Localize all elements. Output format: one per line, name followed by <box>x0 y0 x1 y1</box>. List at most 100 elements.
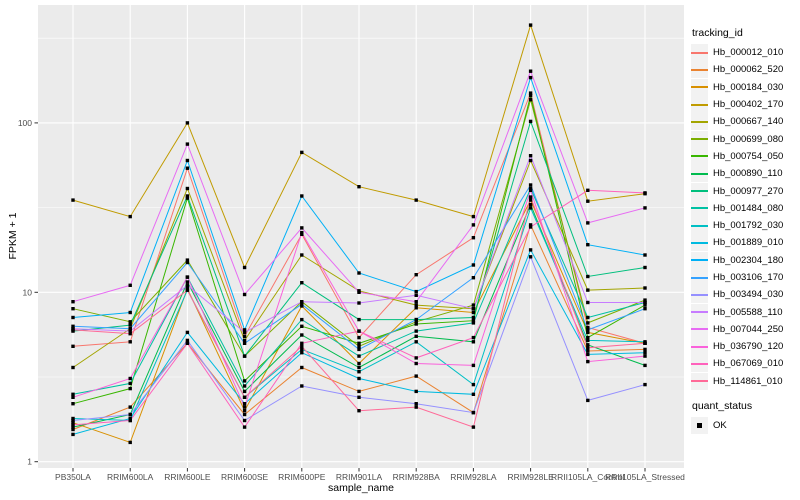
data-point <box>357 361 361 366</box>
legend-key <box>691 234 708 252</box>
data-point <box>357 389 361 394</box>
legend-item-label: Hb_000012_010 <box>713 47 784 59</box>
legend-key-line-icon <box>691 172 708 175</box>
data-point <box>471 410 476 415</box>
data-point <box>471 319 476 323</box>
data-point <box>586 315 590 320</box>
data-point <box>528 225 533 229</box>
data-point <box>414 300 418 304</box>
data-point <box>414 389 418 394</box>
legend-item: Hb_001792_030 <box>691 217 799 235</box>
legend-item: Hb_000062_520 <box>691 61 799 79</box>
y-tick-label: 10 <box>23 287 33 297</box>
data-point <box>300 150 304 155</box>
data-point <box>471 335 476 340</box>
data-point <box>471 392 476 396</box>
data-point <box>242 409 247 413</box>
data-point <box>185 341 190 345</box>
data-point <box>300 365 304 370</box>
data-point <box>357 365 361 370</box>
data-point <box>71 328 75 332</box>
x-axis-title: sample_name <box>328 482 394 494</box>
legend-key <box>691 130 708 148</box>
data-point <box>357 344 361 348</box>
data-point <box>300 317 304 322</box>
data-point <box>414 356 418 360</box>
legend-item: Hb_000754_050 <box>691 147 799 165</box>
legend-key-line-icon <box>691 345 708 348</box>
data-point <box>300 253 304 257</box>
legend-key <box>691 165 708 183</box>
data-point <box>242 338 247 343</box>
data-point <box>357 354 361 358</box>
legend-key-line-icon <box>691 120 708 123</box>
data-point <box>357 329 361 333</box>
data-point <box>643 265 647 270</box>
legend-item-label: Hb_003106_170 <box>713 272 784 283</box>
data-point <box>471 276 476 280</box>
legend-key <box>691 217 708 235</box>
data-point <box>300 226 304 230</box>
legend-key-line-icon <box>691 207 708 210</box>
data-point <box>586 398 590 403</box>
x-tick-label: RRIM928LE <box>507 472 554 482</box>
y-tick-label: 100 <box>18 118 32 128</box>
data-point <box>643 286 647 290</box>
data-point <box>300 347 304 352</box>
data-point <box>185 280 190 284</box>
legend-item: Hb_007044_250 <box>691 320 799 338</box>
data-point <box>357 185 361 189</box>
legend-key-line-icon <box>691 293 708 296</box>
data-point <box>471 223 476 227</box>
data-point <box>414 306 418 310</box>
data-point <box>185 338 190 343</box>
data-point <box>128 376 132 381</box>
data-point <box>471 321 476 325</box>
data-point <box>300 232 304 236</box>
data-point <box>414 340 418 344</box>
data-point <box>643 307 647 311</box>
data-point <box>414 361 418 366</box>
legend-key-line-icon <box>691 276 708 279</box>
data-point <box>300 230 304 235</box>
data-point <box>528 195 533 199</box>
legend-item: Hb_003106_170 <box>691 269 799 286</box>
legend-key <box>691 269 708 286</box>
data-point <box>643 382 647 387</box>
data-point <box>71 365 75 370</box>
axis-ticks <box>34 122 646 472</box>
data-point <box>300 302 304 306</box>
data-point <box>71 300 75 304</box>
x-tick-label: RRIM600LE <box>164 472 211 482</box>
data-point <box>71 402 75 406</box>
data-point <box>528 93 533 98</box>
data-point <box>71 418 75 423</box>
data-point <box>242 412 247 417</box>
legend-key <box>691 96 708 114</box>
data-point <box>414 322 418 326</box>
data-point <box>586 346 590 350</box>
data-point <box>185 142 190 146</box>
data-point <box>300 300 304 304</box>
data-point <box>528 158 533 163</box>
legend-item: Hb_000667_140 <box>691 113 799 131</box>
legend-key-line-icon <box>691 362 708 365</box>
data-point <box>71 421 75 425</box>
data-point <box>357 347 361 352</box>
data-point <box>357 301 361 305</box>
data-point <box>185 330 190 335</box>
data-point <box>357 395 361 399</box>
legend-key <box>691 286 708 304</box>
data-point <box>242 292 247 297</box>
legend-key-line-icon <box>691 224 708 227</box>
legend-item: Hb_067069_010 <box>691 355 799 373</box>
data-point <box>128 283 132 287</box>
data-point <box>414 374 418 378</box>
data-point <box>128 327 132 331</box>
data-point <box>528 75 533 80</box>
data-point <box>586 343 590 347</box>
data-point <box>128 332 132 336</box>
data-point <box>242 334 247 338</box>
data-point <box>128 412 132 417</box>
data-point <box>300 344 304 348</box>
